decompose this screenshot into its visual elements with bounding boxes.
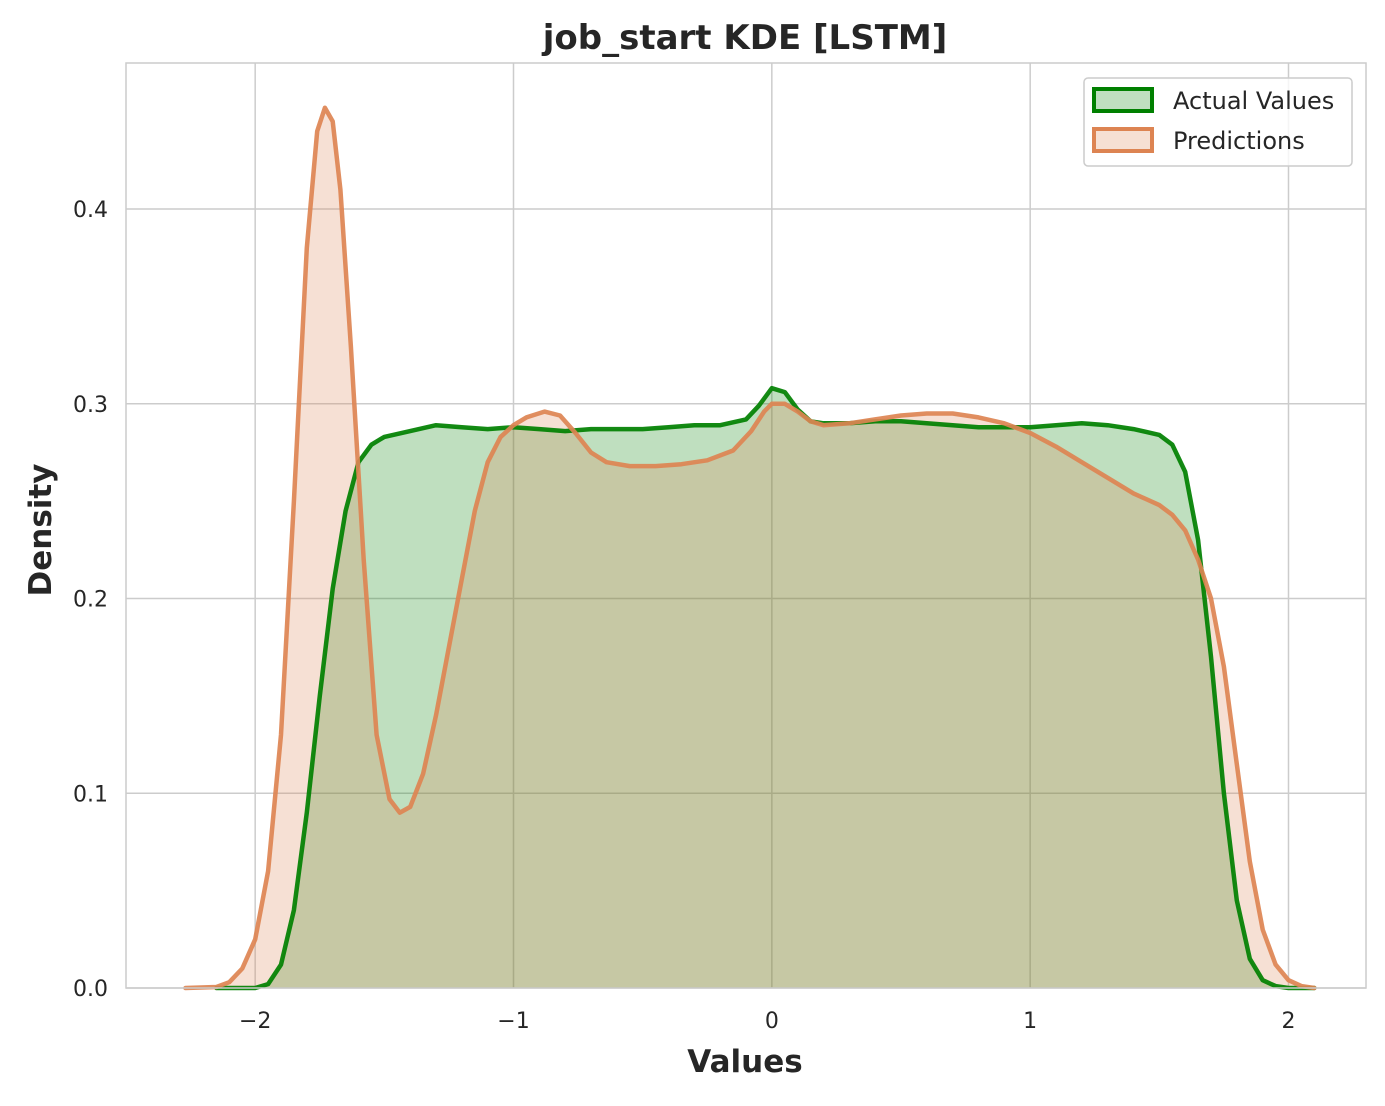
legend-label-predictions: Predictions [1173, 127, 1305, 155]
predictions-area [185, 107, 1315, 989]
x-tick-label: −2 [239, 1009, 271, 1034]
x-tick-label: 1 [1023, 1009, 1037, 1034]
legend-swatch-actual-values [1092, 87, 1154, 113]
actual-values-line [214, 385, 1317, 991]
y-axis-label: Density [23, 464, 59, 597]
x-axis-label: Values [687, 1044, 802, 1080]
actual-values-area [216, 388, 1315, 988]
y-tick-label: 0.4 [73, 198, 108, 223]
predictions-line [183, 105, 1317, 991]
x-tick-label: 2 [1282, 1009, 1296, 1034]
y-tick-label: 0.0 [73, 977, 108, 1002]
x-tick-label: −1 [497, 1009, 529, 1034]
series-layer [183, 105, 1317, 991]
plot-frame [125, 62, 1367, 989]
legend: Actual Values Predictions [1083, 77, 1353, 167]
plot-area-background [126, 63, 1366, 988]
tick-labels: −2 −1 0 1 2 0.0 0.1 0.2 0.3 0.4 [73, 198, 1296, 1034]
chart-title: job_start KDE [LSTM] [541, 18, 948, 58]
y-tick-label: 0.2 [73, 588, 108, 613]
x-tick-label: 0 [765, 1009, 779, 1034]
legend-label-actual-values: Actual Values [1173, 87, 1334, 115]
legend-swatch-predictions [1092, 127, 1154, 153]
y-tick-label: 0.3 [73, 393, 108, 418]
y-tick-label: 0.1 [73, 782, 108, 807]
